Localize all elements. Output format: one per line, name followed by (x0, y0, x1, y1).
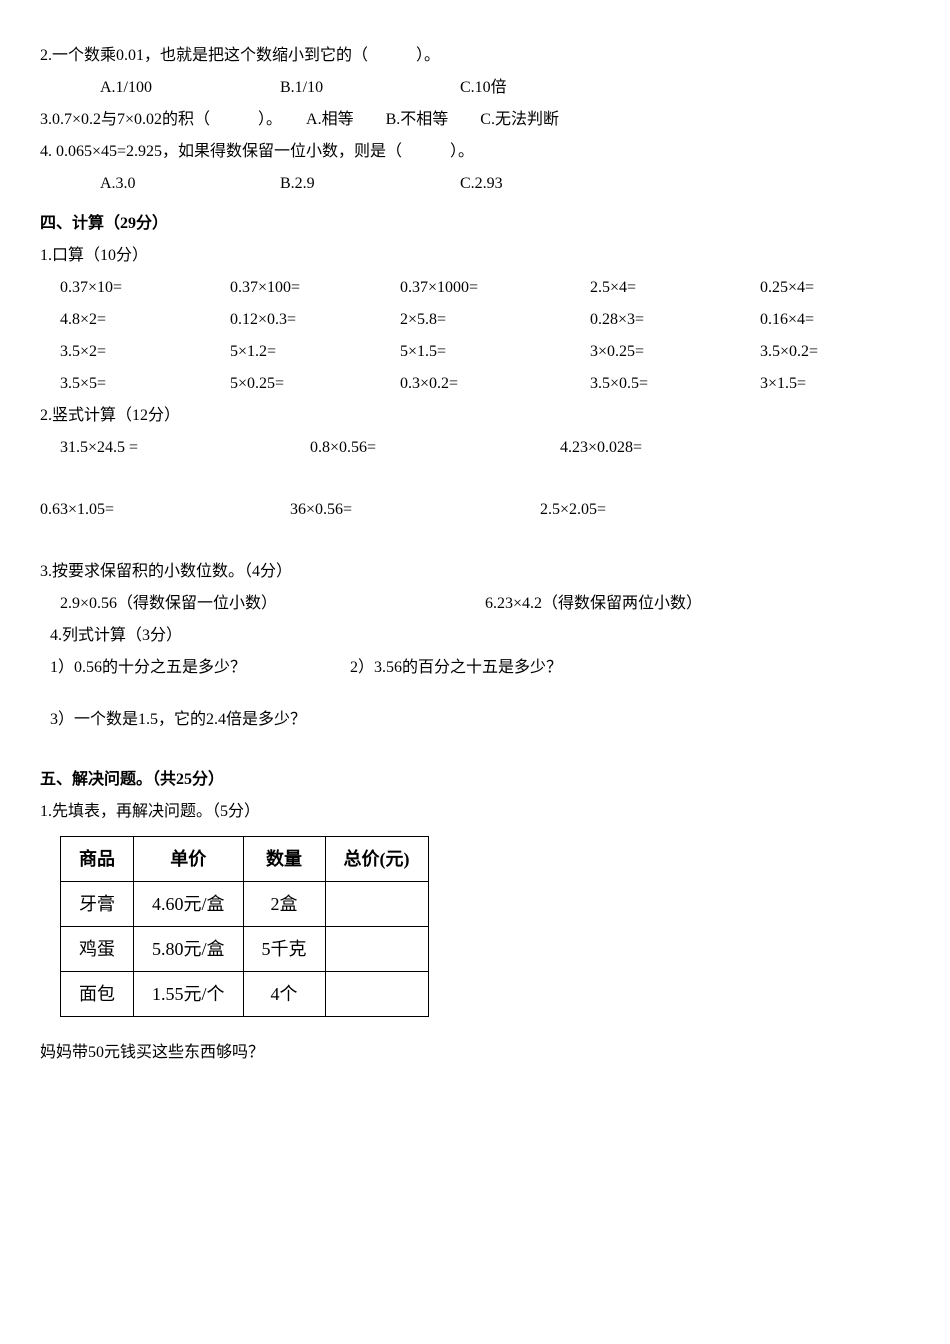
vertical-calc-row1: 31.5×24.5 = 0.8×0.56= 4.23×0.028= (40, 432, 910, 464)
q4-opt-c: C.2.93 (460, 168, 640, 200)
mc-cell: 0.3×0.2= (400, 368, 590, 400)
vc-cell: 2.5×2.05= (540, 494, 790, 526)
mc-cell: 0.25×4= (760, 272, 910, 304)
formula-row1: 1）0.56的十分之五是多少？ 2）3.56的百分之十五是多少？ (40, 652, 910, 684)
question-3: 3.0.7×0.2与7×0.02的积（ ）。 A.相等 B.不相等 C.无法判断 (40, 104, 910, 136)
mc-cell: 0.12×0.3= (230, 304, 400, 336)
q4-opt-a: A.3.0 (100, 168, 280, 200)
th-price: 单价 (134, 837, 244, 882)
vc-cell: 36×0.56= (290, 494, 540, 526)
table-row: 面包 1.55元/个 4个 (61, 972, 429, 1017)
cell: 面包 (61, 972, 134, 1017)
mc-cell: 3.5×5= (60, 368, 230, 400)
cell (325, 882, 428, 927)
section5-title: 五、解决问题。（共25分） (40, 764, 910, 796)
mc-cell: 0.16×4= (760, 304, 910, 336)
vc-cell: 4.23×0.028= (560, 432, 810, 464)
round-calc-row: 2.9×0.56（得数保留一位小数） 6.23×4.2（得数保留两位小数） (40, 588, 910, 620)
mc-cell: 0.37×1000= (400, 272, 590, 304)
mc-cell: 3×1.5= (760, 368, 910, 400)
q2-opt-a: A.1/100 (100, 72, 280, 104)
formula-calc-title: 4.列式计算（3分） (40, 620, 910, 652)
q4-options: A.3.0 B.2.9 C.2.93 (40, 168, 910, 200)
formula-q1: 1）0.56的十分之五是多少？ (50, 652, 350, 684)
cell: 1.55元/个 (134, 972, 244, 1017)
cell (325, 972, 428, 1017)
q4-text: 4. 0.065×45=2.925，如果得数保留一位小数，则是（ ）。 (40, 136, 910, 168)
mc-cell: 3.5×0.5= (590, 368, 760, 400)
q4-opt-b: B.2.9 (280, 168, 460, 200)
cell: 5千克 (243, 927, 325, 972)
question-2: 2.一个数乘0.01，也就是把这个数缩小到它的（ ）。 A.1/100 B.1/… (40, 40, 910, 104)
cell: 4个 (243, 972, 325, 1017)
cell (325, 927, 428, 972)
mental-calc-title: 1.口算（10分） (40, 240, 910, 272)
cell: 2盒 (243, 882, 325, 927)
cell: 4.60元/盒 (134, 882, 244, 927)
round-b: 6.23×4.2（得数保留两位小数） (485, 588, 910, 620)
q2-options: A.1/100 B.1/10 C.10倍 (40, 72, 910, 104)
section5-p1-title: 1.先填表，再解决问题。（5分） (40, 796, 910, 828)
mc-cell: 5×0.25= (230, 368, 400, 400)
q2-opt-b: B.1/10 (280, 72, 460, 104)
formula-q3: 3）一个数是1.5，它的2.4倍是多少？ (40, 704, 910, 736)
mental-calc-grid: 0.37×10= 0.37×100= 0.37×1000= 2.5×4= 0.2… (40, 272, 910, 400)
mc-cell: 0.37×100= (230, 272, 400, 304)
cell: 牙膏 (61, 882, 134, 927)
cell: 鸡蛋 (61, 927, 134, 972)
table-row: 鸡蛋 5.80元/盒 5千克 (61, 927, 429, 972)
mc-cell: 0.37×10= (60, 272, 230, 304)
mc-cell: 3.5×0.2= (760, 336, 910, 368)
vc-cell: 0.63×1.05= (40, 494, 290, 526)
round-a: 2.9×0.56（得数保留一位小数） (60, 588, 485, 620)
section5-footer: 妈妈带50元钱买这些东西够吗？ (40, 1037, 910, 1069)
q2-opt-c: C.10倍 (460, 72, 640, 104)
vc-cell: 31.5×24.5 = (60, 432, 310, 464)
table-header-row: 商品 单价 数量 总价(元) (61, 837, 429, 882)
round-calc-title: 3.按要求保留积的小数位数。（4分） (40, 556, 910, 588)
product-table: 商品 单价 数量 总价(元) 牙膏 4.60元/盒 2盒 鸡蛋 5.80元/盒 … (60, 836, 429, 1017)
vertical-calc-title: 2.竖式计算（12分） (40, 400, 910, 432)
th-product: 商品 (61, 837, 134, 882)
mc-cell: 5×1.2= (230, 336, 400, 368)
mc-cell: 2.5×4= (590, 272, 760, 304)
mc-cell: 0.28×3= (590, 304, 760, 336)
q2-text: 2.一个数乘0.01，也就是把这个数缩小到它的（ ）。 (40, 40, 910, 72)
mc-cell: 5×1.5= (400, 336, 590, 368)
q3-text: 3.0.7×0.2与7×0.02的积（ ）。 A.相等 B.不相等 C.无法判断 (40, 111, 559, 128)
th-qty: 数量 (243, 837, 325, 882)
formula-q2: 2）3.56的百分之十五是多少？ (350, 652, 562, 684)
question-4: 4. 0.065×45=2.925，如果得数保留一位小数，则是（ ）。 A.3.… (40, 136, 910, 200)
mc-cell: 2×5.8= (400, 304, 590, 336)
cell: 5.80元/盒 (134, 927, 244, 972)
mc-cell: 3.5×2= (60, 336, 230, 368)
section4-title: 四、计算（29分） (40, 208, 910, 240)
vertical-calc-row2: 0.63×1.05= 36×0.56= 2.5×2.05= (40, 494, 910, 526)
th-total: 总价(元) (325, 837, 428, 882)
mc-cell: 3×0.25= (590, 336, 760, 368)
table-row: 牙膏 4.60元/盒 2盒 (61, 882, 429, 927)
vc-cell: 0.8×0.56= (310, 432, 560, 464)
mc-cell: 4.8×2= (60, 304, 230, 336)
